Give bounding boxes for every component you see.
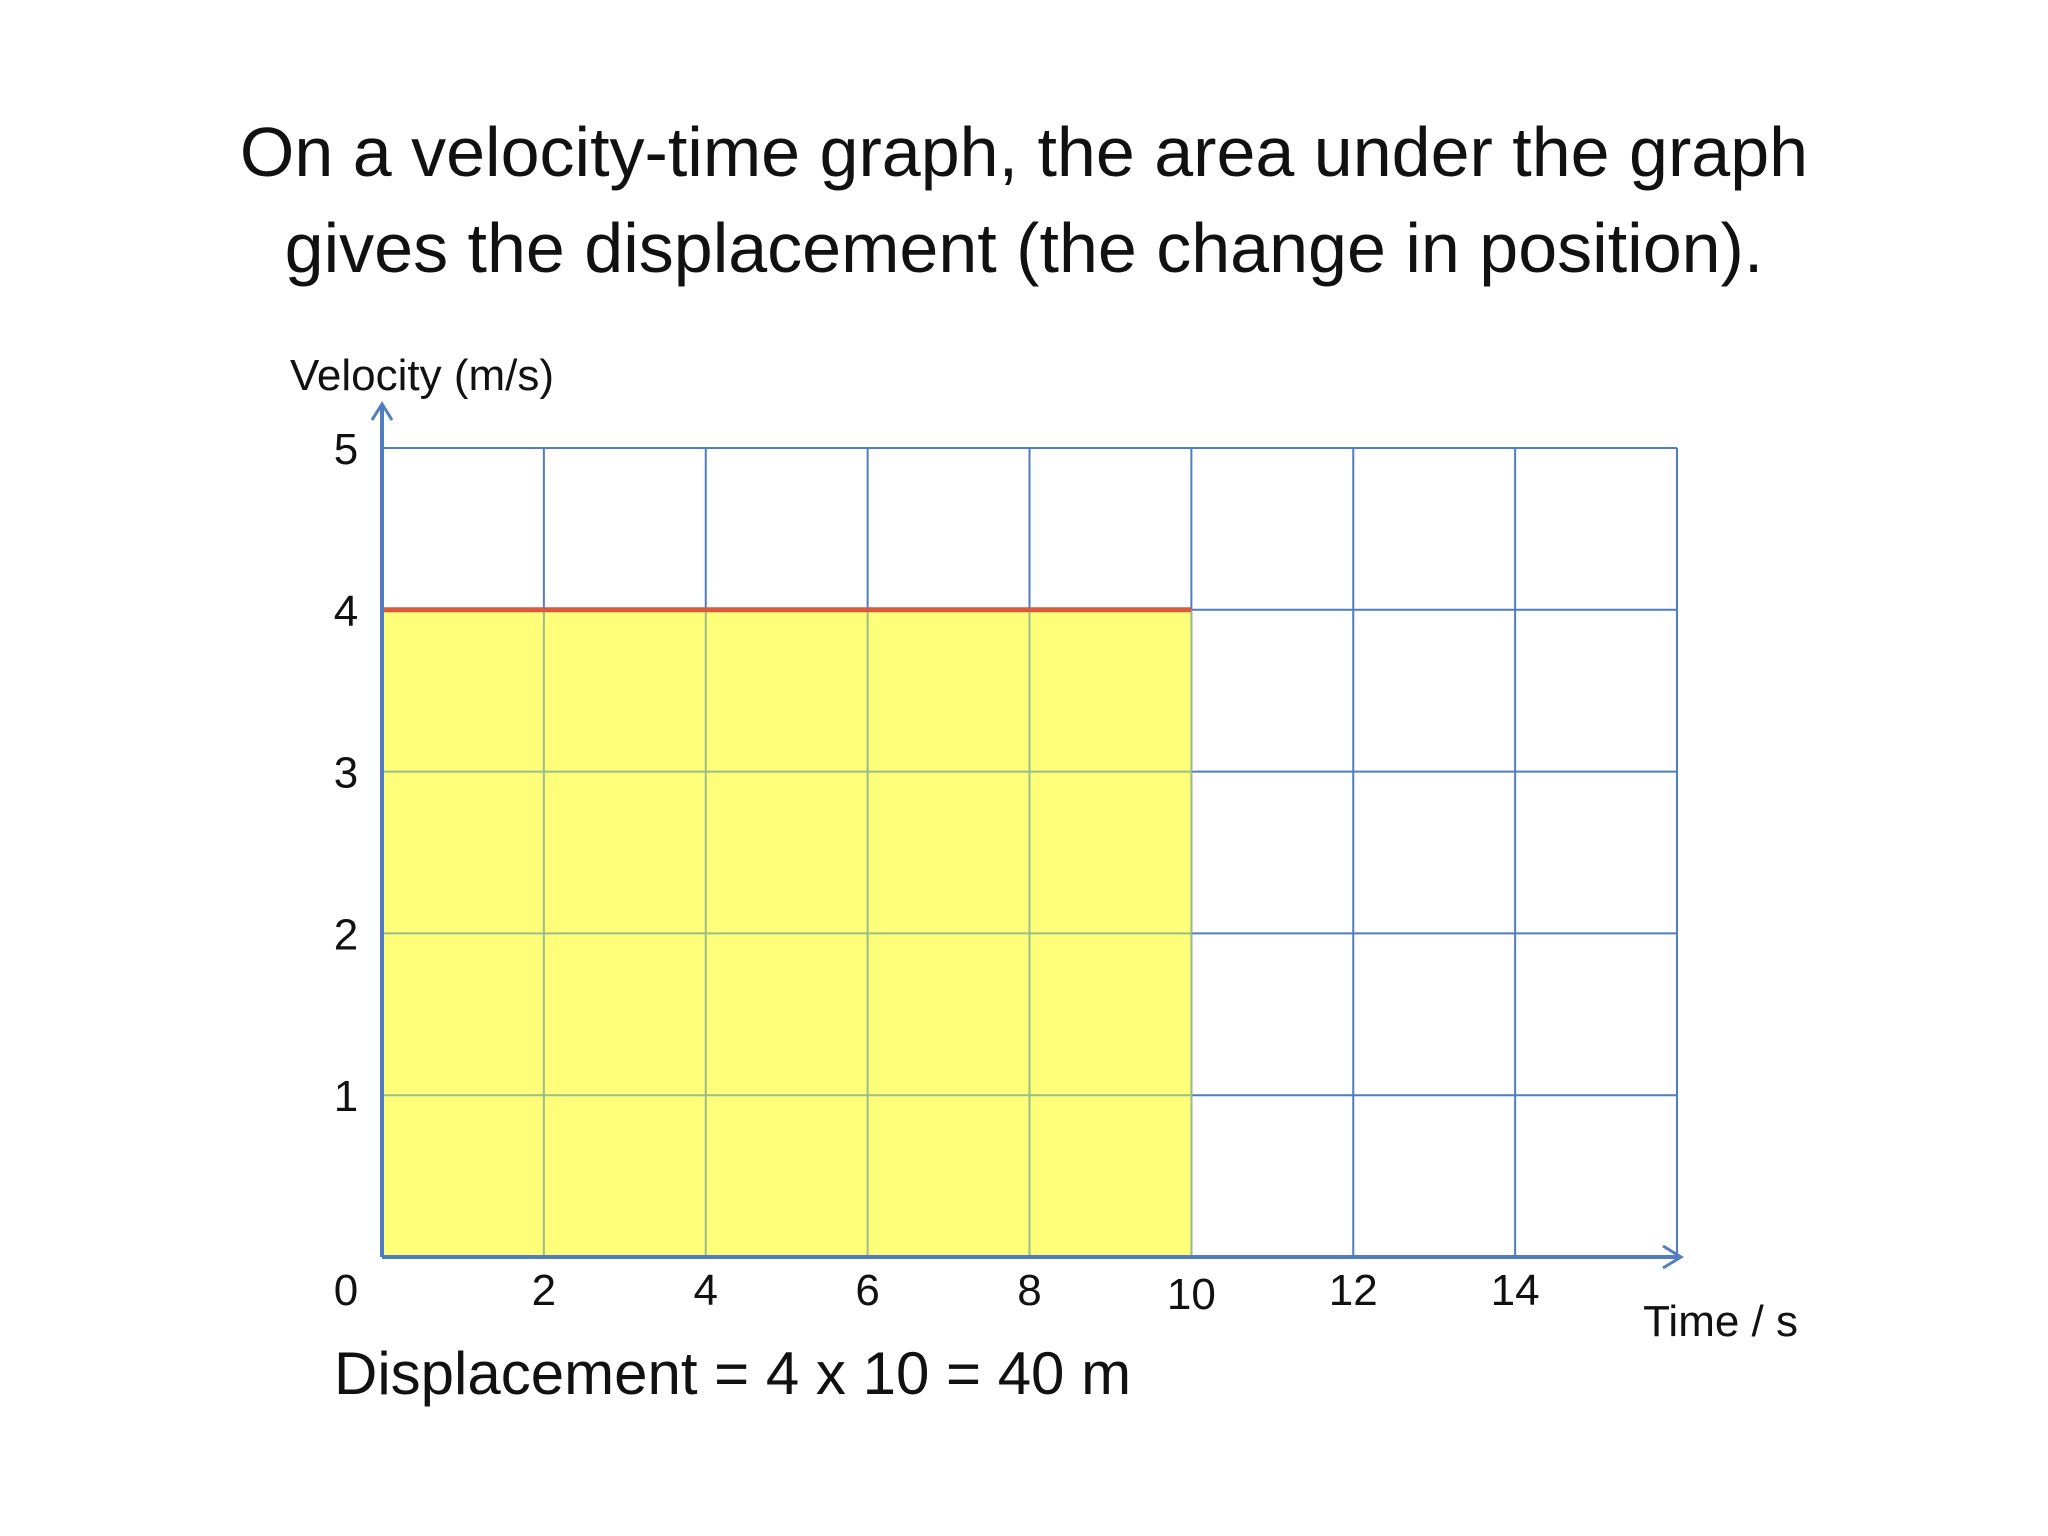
slide-title-line-2: gives the displacement (the change in po… — [284, 209, 1764, 287]
x-tick-label: 14 — [1491, 1266, 1540, 1315]
y-tick-label: 2 — [334, 910, 358, 959]
x-tick-label: 12 — [1329, 1266, 1378, 1315]
y-tick-label: 3 — [334, 749, 358, 798]
x-tick-label: 4 — [694, 1266, 718, 1315]
slide-title-line-1: On a velocity-time graph, the area under… — [239, 113, 1809, 191]
displacement-calculation: Displacement = 4 x 10 = 40 m — [334, 1340, 1132, 1407]
y-axis-label: Velocity (m/s) — [290, 351, 554, 400]
x-axis-label: Time / s — [1643, 1297, 1798, 1346]
y-tick-label: 1 — [334, 1072, 358, 1121]
y-axis-arrowhead — [370, 401, 394, 421]
x-tick-label: 8 — [1017, 1266, 1041, 1315]
y-tick-label: 4 — [334, 587, 358, 636]
x-tick-label: 2 — [532, 1266, 556, 1315]
slide-title: On a velocity-time graph, the area under… — [0, 104, 2048, 296]
x-tick-label: 10 — [1167, 1270, 1216, 1319]
x-tick-label: 6 — [855, 1266, 879, 1315]
x-tick-label: 0 — [334, 1266, 358, 1315]
y-tick-label: 5 — [334, 425, 358, 474]
x-axis-arrowhead — [1662, 1244, 1684, 1270]
